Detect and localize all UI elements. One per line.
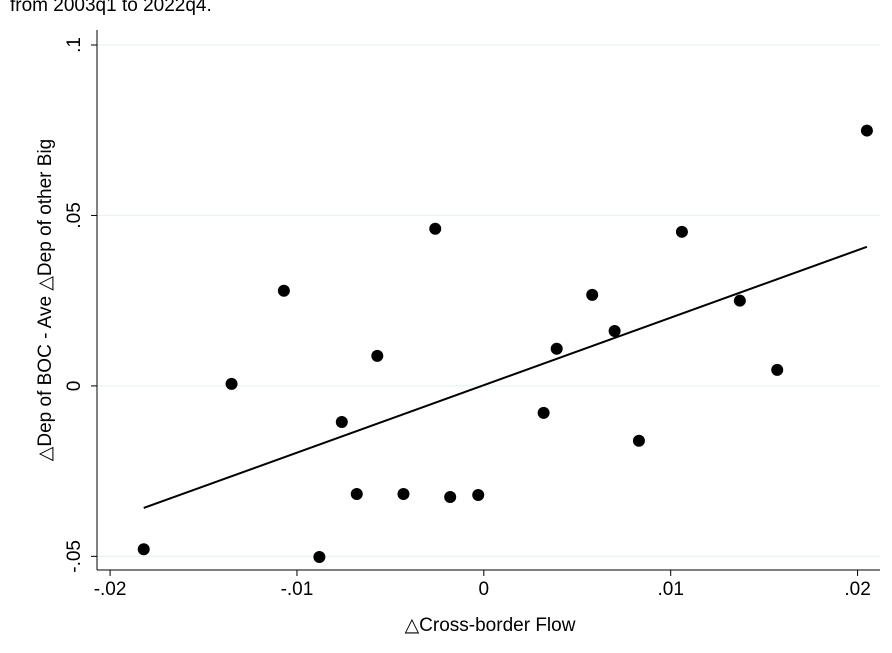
y-tick-label: .05	[64, 202, 85, 228]
point	[586, 288, 599, 301]
point	[771, 363, 784, 376]
point	[550, 342, 563, 355]
x-tick-label: -.01	[281, 579, 314, 600]
x-tick-label: -.02	[94, 579, 127, 600]
point	[675, 225, 688, 238]
chart-subtitle: from 2003q1 to 2022q4.	[10, 0, 212, 16]
point	[137, 543, 150, 556]
y-tick-label: 0	[64, 381, 85, 392]
fit-line	[143, 245, 868, 509]
point	[397, 487, 410, 500]
x-tick-label: .01	[657, 579, 683, 600]
point	[335, 416, 348, 429]
point	[313, 551, 326, 564]
point	[277, 284, 290, 297]
point	[472, 489, 485, 501]
point	[860, 124, 873, 137]
x-tick-label: .02	[844, 579, 870, 600]
point	[429, 222, 442, 235]
x-axis-label: △Cross-border Flow	[405, 615, 576, 636]
point	[371, 349, 384, 362]
y-tick-label: .1	[64, 37, 85, 53]
point	[444, 491, 457, 504]
point	[608, 325, 621, 338]
y-axis-label: △Dep of BOC - Ave △Dep of other Big	[35, 139, 56, 461]
point	[733, 294, 746, 307]
point	[632, 434, 645, 447]
point	[537, 406, 550, 419]
y-tick-label: -.05	[64, 540, 85, 573]
point	[350, 487, 363, 500]
x-tick-label: 0	[479, 579, 490, 600]
point	[225, 377, 238, 390]
